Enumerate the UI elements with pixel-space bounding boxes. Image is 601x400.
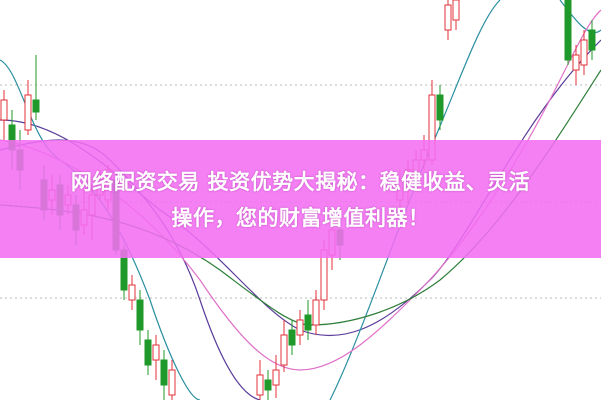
candle-up	[452, 0, 460, 21]
candle-up	[168, 369, 176, 396]
title-line-2: 操作，您的财富增值利器！	[171, 206, 430, 230]
candle-down	[288, 329, 296, 346]
candle-up	[572, 54, 580, 71]
candle-down	[264, 379, 272, 391]
candle-up	[312, 299, 320, 326]
candle-down	[564, 0, 572, 61]
title-line-1: 网络配资交易 投资优势大揭秘：稳健收益、灵活	[70, 170, 531, 194]
candle-up	[24, 94, 32, 131]
article-title: 网络配资交易 投资优势大揭秘：稳健收益、灵活 操作，您的财富增值利器！	[0, 164, 601, 236]
candle-up	[580, 39, 588, 66]
candle-up	[128, 284, 136, 301]
candle-down	[136, 299, 144, 331]
candle-down	[32, 99, 40, 113]
candle-down	[160, 359, 168, 386]
candle-up	[444, 4, 452, 31]
candle-up	[256, 374, 264, 396]
candle-down	[588, 29, 596, 51]
candle-down	[304, 314, 312, 331]
candle-down	[144, 339, 152, 366]
title-banner	[0, 140, 601, 258]
candle-up	[152, 344, 160, 361]
candle-up	[272, 369, 280, 386]
candle-up	[0, 99, 8, 121]
candle-down	[436, 94, 444, 121]
candle-up	[280, 334, 288, 366]
candle-up	[296, 319, 304, 336]
